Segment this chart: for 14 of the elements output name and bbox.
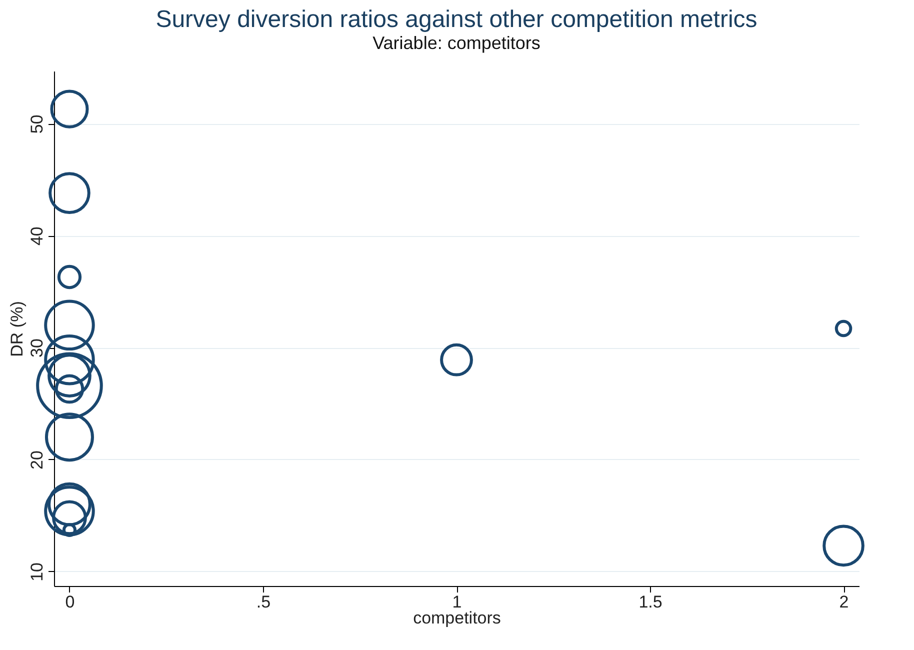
y-tick-label: 30 <box>28 338 46 358</box>
x-tick-label: 1 <box>452 592 462 612</box>
x-tick-label: .5 <box>256 592 271 612</box>
chart-title: Survey diversion ratios against other competition metrics <box>156 6 758 33</box>
y-tick-label: 40 <box>28 226 46 246</box>
x-tick-label: 0 <box>65 592 75 612</box>
y-axis-title: DR (%) <box>8 301 26 357</box>
y-tick-label: 20 <box>28 450 46 470</box>
x-tick-label: 2 <box>839 592 849 612</box>
y-tick-label: 50 <box>28 114 46 134</box>
x-tick-label: 1.5 <box>638 592 662 612</box>
x-axis-title: competitors <box>413 608 501 628</box>
y-tick-label: 10 <box>28 562 46 582</box>
chart-subtitle: Variable: competitors <box>372 33 540 53</box>
